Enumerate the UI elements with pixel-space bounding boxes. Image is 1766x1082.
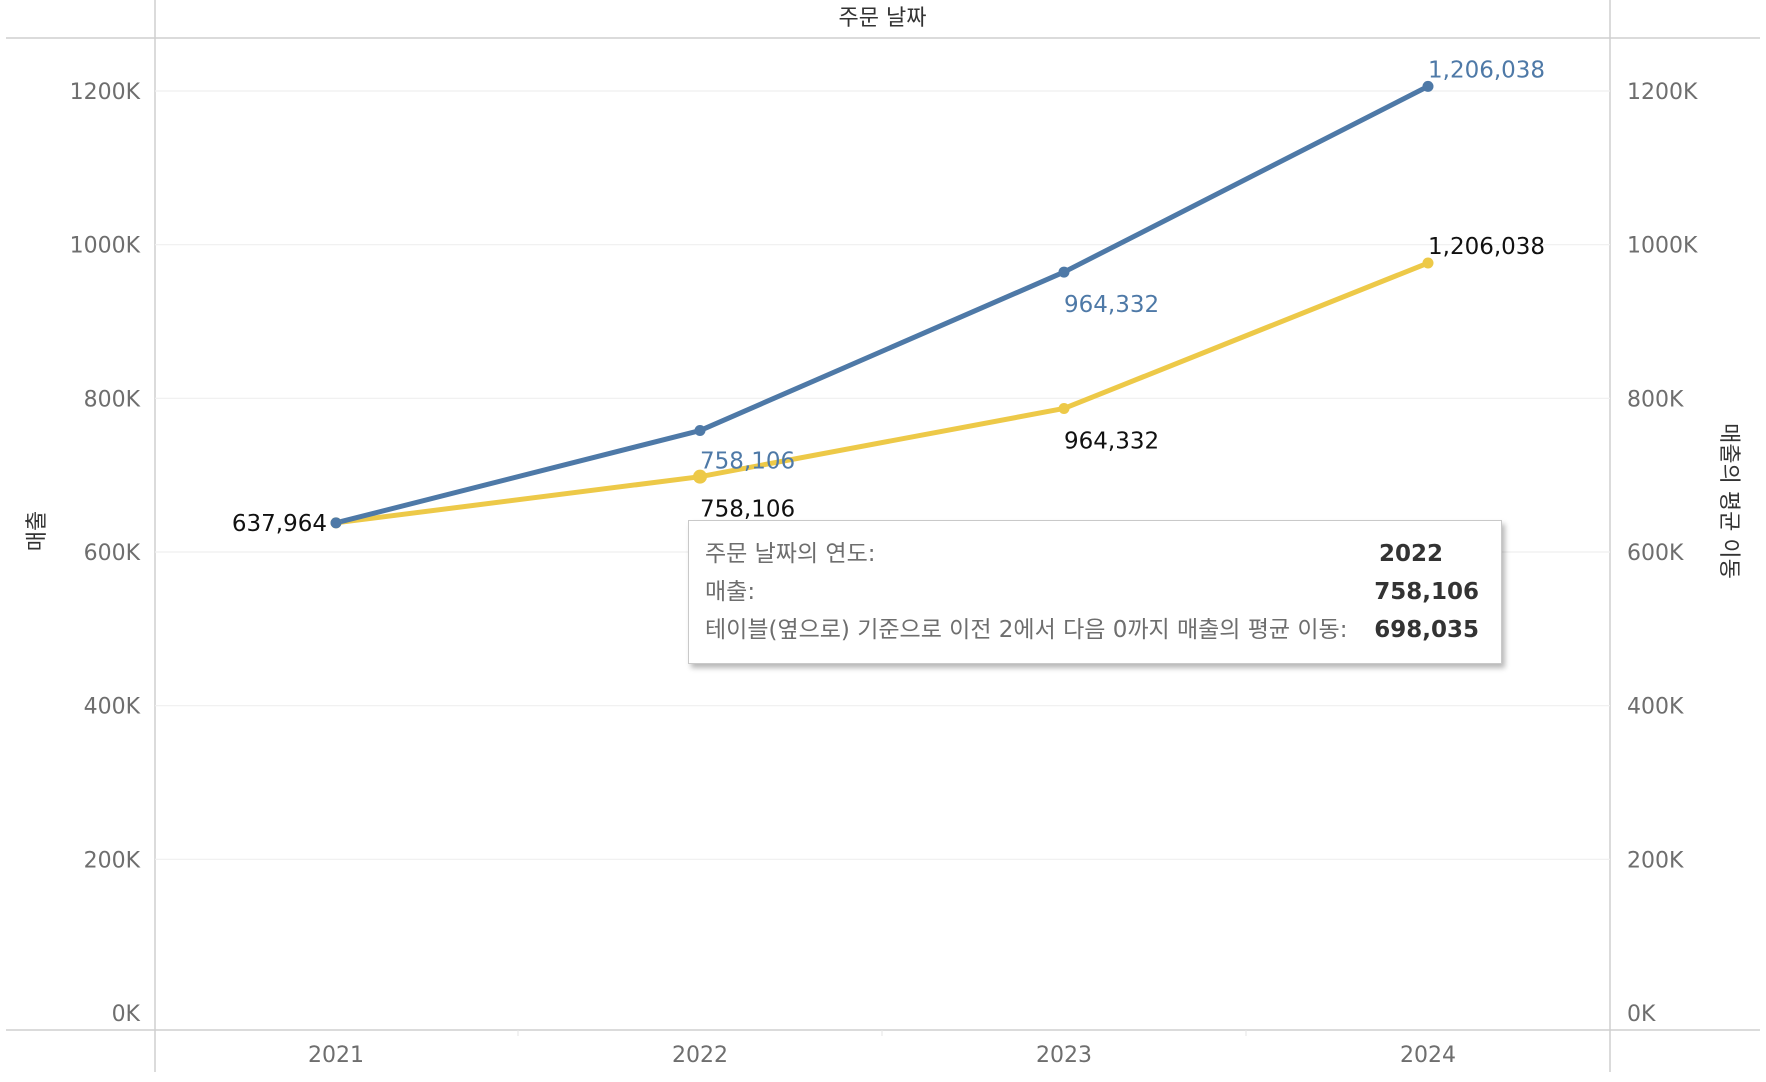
y-tick-label-left: 200K <box>84 848 141 873</box>
y-tick-label-right: 400K <box>1627 695 1684 720</box>
tooltip-row-moving-average: 테이블(옆으로) 기준으로 이전 2에서 다음 0까지 매출의 평균 이동: 6… <box>705 611 1479 649</box>
series-0-point <box>1058 266 1070 278</box>
series-0-point <box>1422 80 1434 92</box>
tooltip-row-sales: 매출: 758,106 <box>705 573 1479 611</box>
data-label: 758,106 <box>700 497 795 523</box>
data-label: 1,206,038 <box>1428 57 1545 83</box>
tooltip-sales-label: 매출: <box>705 579 756 605</box>
y-tick-label-left: 400K <box>84 695 141 720</box>
tooltip-year-label: 주문 날짜의 연도: <box>705 541 876 567</box>
tooltip: 주문 날짜의 연도: 2022 매출: 758,106 테이블(옆으로) 기준으… <box>688 520 1502 664</box>
y-tick-label-right: 200K <box>1627 848 1684 873</box>
y-tick-label-left: 1000K <box>70 234 141 259</box>
y-axis-title-right: 매출의 평균 이동 <box>1716 423 1741 579</box>
data-label: 758,106 <box>700 449 795 475</box>
y-tick-label-left: 600K <box>84 541 141 566</box>
tooltip-year-value: 2022 <box>1379 541 1444 567</box>
x-tick-label: 2023 <box>1036 1043 1092 1068</box>
series-line-1 <box>333 260 1431 526</box>
y-axis-title-left: 매출 <box>25 511 50 551</box>
series-1-point <box>1422 257 1434 269</box>
y-tick-label-right: 0K <box>1627 1002 1656 1027</box>
y-tick-label-right: 1200K <box>1627 80 1698 105</box>
column-header: 주문 날짜 <box>839 6 927 31</box>
y-tick-label-left: 800K <box>84 387 141 412</box>
series-line-0 <box>333 83 1431 526</box>
series-1-point <box>1058 402 1070 414</box>
y-tick-label-left: 1200K <box>70 80 141 105</box>
series-0-point <box>694 425 706 437</box>
x-tick-label: 2022 <box>672 1043 728 1068</box>
y-tick-label-right: 600K <box>1627 541 1684 566</box>
data-label: 964,332 <box>1064 428 1159 454</box>
data-label: 1,206,038 <box>1428 234 1545 260</box>
y-tick-label-right: 800K <box>1627 387 1684 412</box>
data-label: 964,332 <box>1064 292 1159 318</box>
series-0-point <box>330 517 342 529</box>
tooltip-moving-average-label: 테이블(옆으로) 기준으로 이전 2에서 다음 0까지 매출의 평균 이동: <box>705 617 1348 643</box>
tooltip-row-year: 주문 날짜의 연도: 2022 <box>705 535 1479 573</box>
x-tick-label: 2021 <box>308 1043 364 1068</box>
y-tick-label-left: 0K <box>112 1002 141 1027</box>
data-label: 637,964 <box>232 511 327 537</box>
tooltip-sales-value: 758,106 <box>1374 579 1479 605</box>
series-1-point <box>693 469 707 484</box>
y-tick-label-right: 1000K <box>1627 234 1698 259</box>
x-tick-label: 2024 <box>1400 1043 1456 1068</box>
tooltip-moving-average-value: 698,035 <box>1374 617 1479 643</box>
